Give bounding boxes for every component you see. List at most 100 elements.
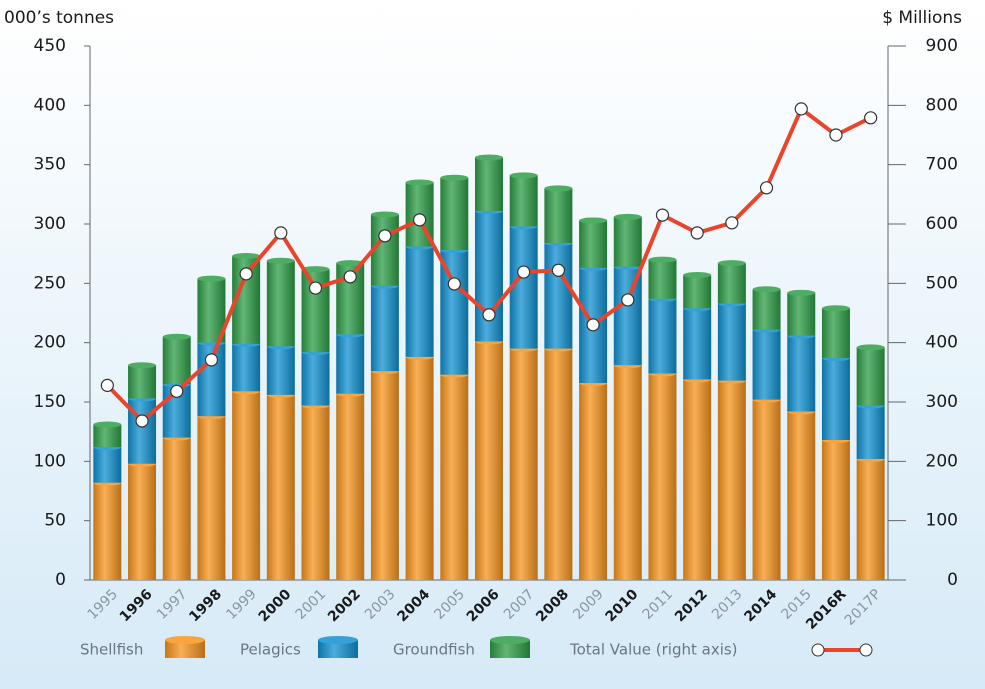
y2-tick-label: 200 (926, 451, 958, 471)
legend-swatch (490, 640, 530, 658)
legend-swatch-cap (318, 636, 358, 644)
bar-segment (613, 216, 642, 267)
bar-segment (579, 220, 608, 268)
bar-segment (787, 292, 816, 336)
legend-label: Pelagics (240, 641, 301, 659)
legend-swatch (165, 640, 205, 658)
line-marker (343, 270, 357, 284)
bar-segment (717, 263, 746, 304)
y2-tick-label: 500 (926, 273, 958, 293)
bar-cap (544, 185, 573, 192)
bar-segment (717, 380, 746, 580)
bar-cap (475, 154, 503, 161)
bar-segment (509, 226, 538, 349)
bar-segment (475, 157, 503, 211)
legend-marker (859, 643, 873, 657)
bar-segment (301, 405, 330, 580)
line-marker (239, 267, 253, 281)
bar-segment (648, 259, 677, 299)
bar-segment (266, 260, 295, 347)
bar-segment (266, 346, 295, 395)
line-marker (204, 353, 219, 367)
bar-cap (232, 253, 261, 260)
bar-segment (93, 424, 122, 448)
y-tick-label: 400 (34, 95, 66, 115)
line-marker (413, 213, 427, 227)
line-marker (308, 281, 323, 295)
bar-cap (648, 256, 677, 263)
line-marker (378, 229, 392, 243)
line-marker (794, 102, 808, 116)
bar-segment (717, 303, 746, 381)
bar-segment (787, 335, 816, 412)
line-marker (447, 277, 461, 291)
line-marker (725, 216, 739, 230)
line-marker (864, 111, 878, 125)
y-tick-label: 350 (34, 155, 66, 175)
y2-tick-label: 900 (926, 36, 958, 56)
bar-segment (613, 365, 642, 580)
legend-label: Shellfish (80, 641, 143, 659)
bar-segment (821, 358, 850, 440)
legend-swatch-cap (165, 636, 205, 644)
y2-tick-label: 700 (926, 155, 958, 175)
y2-tick-label: 800 (926, 95, 958, 115)
y2-tick-label: 600 (926, 214, 958, 234)
bar-cap (440, 174, 469, 181)
bar-cap (301, 266, 330, 273)
bar-segment (752, 289, 781, 330)
y-tick-label: 200 (34, 333, 66, 353)
legend-swatch-cap (490, 636, 530, 644)
bar-segment (301, 352, 330, 406)
legend-label: Total Value (right axis) (569, 641, 738, 659)
line-marker (829, 128, 843, 142)
bar-segment (197, 416, 226, 580)
bar-segment (405, 246, 434, 357)
y-tick-label: 300 (34, 214, 66, 234)
line-marker (586, 318, 600, 332)
line-marker (482, 308, 496, 322)
line-marker (551, 263, 565, 277)
bar-cap (752, 286, 781, 293)
bar-segment (128, 463, 157, 580)
line-marker (517, 265, 531, 279)
bar-segment (579, 383, 608, 580)
bar-segment (336, 334, 365, 394)
bar-segment (787, 411, 816, 580)
bar-segment (440, 374, 469, 580)
line-marker (690, 226, 704, 240)
bar-cap (128, 362, 157, 369)
bar-cap (787, 289, 816, 296)
bar-segment (856, 458, 885, 580)
bar-segment (336, 393, 365, 580)
bar-segment (93, 447, 122, 483)
line-marker (759, 181, 774, 195)
bar-segment (232, 343, 261, 392)
bar-segment (856, 405, 885, 459)
y-axis-title: 000’s tonnes (4, 8, 114, 28)
bar-segment (405, 356, 434, 580)
y2-tick-label: 100 (926, 511, 958, 531)
bar-segment (475, 341, 503, 580)
y2-axis-title: $ Millions (882, 8, 962, 28)
bar-segment (544, 242, 573, 349)
y-tick-label: 0 (55, 570, 66, 590)
bar-segment (162, 437, 191, 580)
bar-segment (266, 394, 295, 580)
bar-cap (579, 217, 608, 224)
bar-cap (717, 260, 746, 267)
bar-segment (648, 373, 677, 580)
line-marker (170, 384, 184, 398)
y-tick-label: 450 (34, 36, 66, 56)
line-marker (274, 226, 288, 240)
bar-segment (752, 329, 781, 400)
bar-segment (128, 365, 157, 399)
bar-cap (683, 272, 712, 279)
bar-segment (509, 348, 538, 580)
bar-segment (544, 188, 573, 243)
bar-segment (232, 391, 261, 580)
legend-swatch (318, 640, 358, 658)
bar-segment (544, 348, 573, 580)
bar-segment (93, 482, 122, 580)
bar-segment (370, 214, 399, 286)
